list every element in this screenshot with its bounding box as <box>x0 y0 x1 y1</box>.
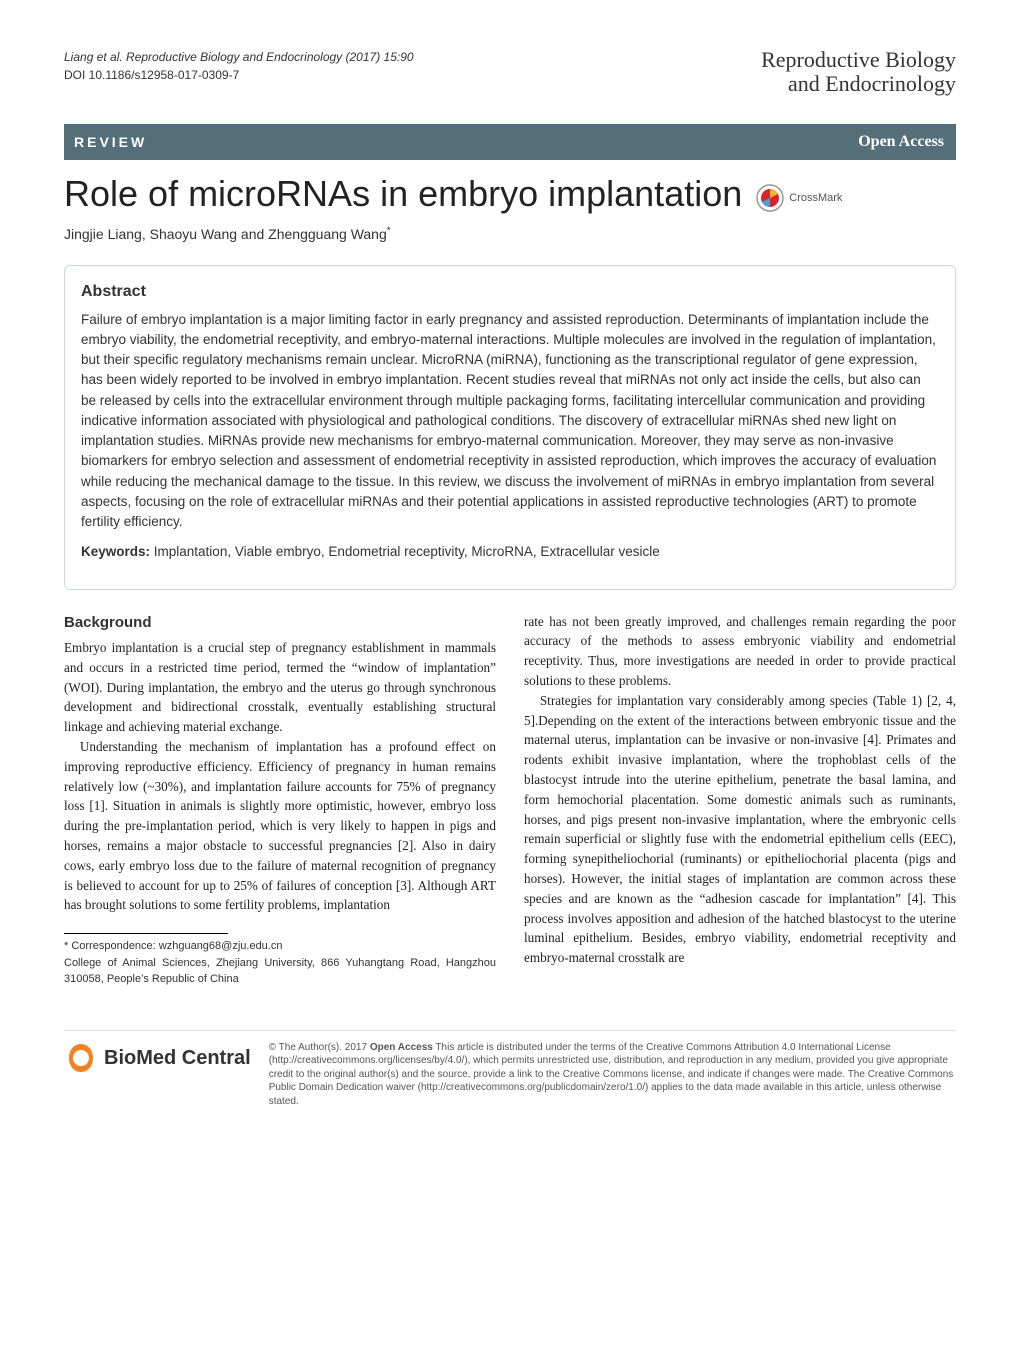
crossmark-badge[interactable]: CrossMark <box>756 184 842 212</box>
correspondence: * Correspondence: wzhguang68@zju.edu.cn … <box>64 938 496 988</box>
keywords-label: Keywords: <box>81 544 150 559</box>
publisher-logo: BioMed Central <box>64 1041 251 1075</box>
crossmark-icon <box>756 184 784 212</box>
publisher-name: BioMed Central <box>104 1043 251 1073</box>
abstract-box: Abstract Failure of embryo implantation … <box>64 265 956 590</box>
journal-line1: Reproductive Biology <box>761 48 956 72</box>
section-label: REVIEW <box>74 132 147 153</box>
doi: DOI 10.1186/s12958-017-0309-7 <box>64 66 414 84</box>
page-header: Liang et al. Reproductive Biology and En… <box>64 48 956 96</box>
corr-affiliation: College of Animal Sciences, Zhejiang Uni… <box>64 955 496 988</box>
biomed-icon <box>64 1041 98 1075</box>
authors-text: Jingjie Liang, Shaoyu Wang and Zhengguan… <box>64 226 387 242</box>
left-column: Background Embryo implantation is a cruc… <box>64 612 496 988</box>
page-footer: BioMed Central © The Author(s). 2017 Ope… <box>64 1030 956 1109</box>
body-para: Understanding the mechanism of implantat… <box>64 737 496 915</box>
right-column: rate has not been greatly improved, and … <box>524 612 956 988</box>
abstract-heading: Abstract <box>81 280 939 304</box>
journal-line2: and Endocrinology <box>761 72 956 96</box>
keywords-text: Implantation, Viable embryo, Endometrial… <box>150 544 660 559</box>
citation-block: Liang et al. Reproductive Biology and En… <box>64 48 414 84</box>
body-para: rate has not been greatly improved, and … <box>524 612 956 691</box>
corr-email: * Correspondence: wzhguang68@zju.edu.cn <box>64 938 496 955</box>
authors-sup: * <box>387 225 391 236</box>
citation: Liang et al. Reproductive Biology and En… <box>64 48 414 66</box>
authors: Jingjie Liang, Shaoyu Wang and Zhengguan… <box>64 224 956 245</box>
crossmark-label: CrossMark <box>789 190 842 207</box>
body-columns: Background Embryo implantation is a cruc… <box>64 612 956 988</box>
body-para: Embryo implantation is a crucial step of… <box>64 638 496 737</box>
article-title: Role of microRNAs in embryo implantation <box>64 172 742 215</box>
open-access-label: Open Access <box>858 130 944 154</box>
license-prefix: © The Author(s). 2017 <box>269 1042 370 1053</box>
background-heading: Background <box>64 612 496 635</box>
journal-brand: Reproductive Biology and Endocrinology <box>761 48 956 96</box>
section-band: REVIEW Open Access <box>64 124 956 160</box>
keywords-line: Keywords: Implantation, Viable embryo, E… <box>81 542 939 562</box>
corr-divider <box>64 933 228 934</box>
title-row: Role of microRNAs in embryo implantation… <box>64 172 956 223</box>
license-oa: Open Access <box>370 1042 433 1053</box>
abstract-body: Failure of embryo implantation is a majo… <box>81 310 939 533</box>
body-para: Strategies for implantation vary conside… <box>524 691 956 968</box>
license-text: © The Author(s). 2017 Open Access This a… <box>269 1041 956 1109</box>
